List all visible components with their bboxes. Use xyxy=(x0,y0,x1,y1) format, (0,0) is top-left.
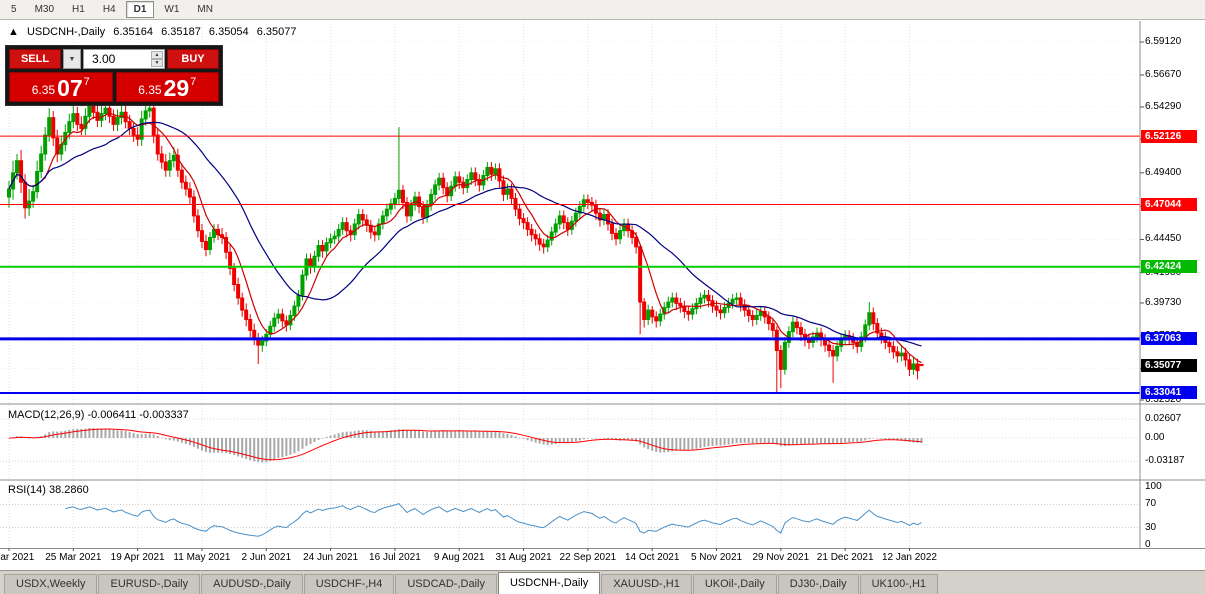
chart-tab-xauusd-h1[interactable]: XAUUSD-,H1 xyxy=(601,574,692,594)
bid-ask-row: 6.35 07 7 6.35 29 7 xyxy=(9,72,219,102)
timeframe-button-h4[interactable]: H4 xyxy=(95,1,124,18)
chart-tab-usdx-weekly[interactable]: USDX,Weekly xyxy=(4,574,98,594)
pane-frame xyxy=(0,21,1205,551)
timeframe-button-m30[interactable]: M30 xyxy=(27,1,62,18)
chart-tab-ukoil-daily[interactable]: UKOil-,Daily xyxy=(692,574,777,594)
timeframe-button-w1[interactable]: W1 xyxy=(156,1,187,18)
ask-price-big-digits: 29 xyxy=(163,75,190,101)
one-click-trading-panel: SELL ▼ 3.00 ▲ ▼ BUY 6.35 07 7 6.35 29 xyxy=(5,45,223,106)
ma-fast-line xyxy=(8,112,922,364)
bid-price-pip-digit: 7 xyxy=(83,76,90,88)
chart-tab-uk100-h1[interactable]: UK100-,H1 xyxy=(859,574,939,594)
timeframe-button-5[interactable]: 5 xyxy=(3,1,25,18)
buy-button[interactable]: BUY xyxy=(167,49,219,69)
stepper-down-icon[interactable]: ▼ xyxy=(151,59,163,67)
chart-tab-usdchf-h4[interactable]: USDCHF-,H4 xyxy=(303,574,395,594)
ask-price-box[interactable]: 6.35 29 7 xyxy=(115,72,219,102)
bid-price-prefix: 6.35 xyxy=(31,83,56,97)
timeframe-button-d1[interactable]: D1 xyxy=(125,1,155,18)
timeframe-toolbar: 5 M30 H1 H4 D1 W1 MN xyxy=(0,0,1205,20)
timeframe-button-mn[interactable]: MN xyxy=(189,1,221,18)
macd-pane xyxy=(8,428,923,463)
chart-tab-usdcad-daily[interactable]: USDCAD-,Daily xyxy=(395,574,497,594)
timeframe-button-h1[interactable]: H1 xyxy=(64,1,93,18)
ask-price-prefix: 6.35 xyxy=(138,83,162,97)
bid-price-big-digits: 07 xyxy=(57,75,83,101)
chart-tab-bar: USDX,Weekly EURUSD-,Daily AUDUSD-,Daily USD… xyxy=(0,570,1205,594)
volume-value: 3.00 xyxy=(92,52,116,66)
volume-stepper: ▲ ▼ xyxy=(151,51,163,67)
stepper-up-icon[interactable]: ▲ xyxy=(151,51,163,59)
candlestick-series xyxy=(7,94,924,393)
ma-slow-line xyxy=(8,121,922,347)
volume-input[interactable]: 3.00 ▲ ▼ xyxy=(83,49,165,69)
chart-tab-audusd-daily[interactable]: AUDUSD-,Daily xyxy=(201,574,303,594)
chart-tab-dj30-daily[interactable]: DJ30-,Daily xyxy=(777,574,859,594)
chevron-down-icon: ▼ xyxy=(68,55,76,63)
sell-button[interactable]: SELL xyxy=(9,49,61,69)
volume-dropdown-button[interactable]: ▼ xyxy=(63,49,81,69)
ask-price-pip-digit: 7 xyxy=(190,76,197,88)
trade-controls-row: SELL ▼ 3.00 ▲ ▼ BUY xyxy=(9,49,219,69)
chart-tab-eurusd-daily[interactable]: EURUSD-,Daily xyxy=(98,574,201,594)
bid-price-box[interactable]: 6.35 07 7 xyxy=(9,72,113,102)
chart-tab-usdcnh-daily[interactable]: USDCNH-,Daily xyxy=(497,572,601,594)
rsi-pane xyxy=(65,503,922,537)
